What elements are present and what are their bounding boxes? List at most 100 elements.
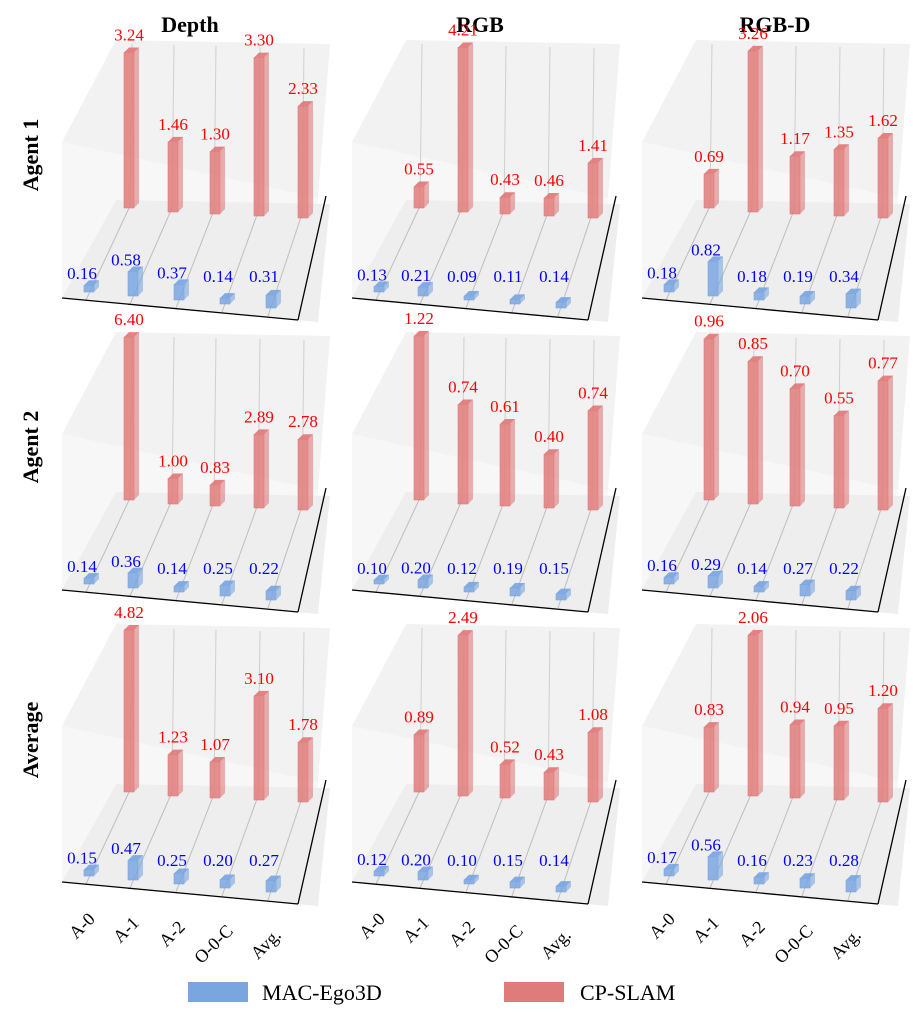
bar-mac-ego3d-o-0-c [509, 876, 525, 889]
bar-mac-ego3d-a-1-side [138, 567, 143, 588]
bar-mac-ego3d-a-0-front [373, 286, 385, 293]
bar-mac-ego3d-a-2-front [753, 585, 765, 593]
tick-label-o-0-c: O-0-C [190, 921, 237, 968]
bar-mac-ego3d-o-0-c-top [510, 582, 525, 588]
value-label-mac-ego3d: 0.14 [539, 851, 569, 870]
value-label-mac-ego3d: 0.12 [357, 850, 387, 869]
value-label-mac-ego3d: 0.20 [203, 851, 233, 870]
value-label-cp-slam: 2.78 [288, 412, 318, 431]
bar-cp-slam-a-0-top [704, 333, 719, 339]
depth-axis [297, 195, 327, 321]
bar-mac-ego3d-o-0-c-side [810, 579, 815, 596]
bar-cp-slam-a-2-top [500, 192, 515, 198]
bar-mac-ego3d-a-2-front [463, 295, 475, 301]
tick-label-a-1: A-1 [109, 913, 143, 947]
bar-cp-slam-o-0-c [833, 144, 849, 217]
value-label-mac-ego3d: 0.19 [783, 267, 813, 286]
bar-cp-slam-o-0-c-front [253, 57, 265, 217]
bar-cp-slam-a-1-side [758, 356, 763, 504]
bar-cp-slam-a-2-top [210, 757, 225, 763]
row-title-agent-1: Agent 1 [18, 119, 43, 192]
bar-cp-slam-a-1-front [457, 404, 469, 505]
tick-label-a-1: A-1 [689, 913, 723, 947]
bar-cp-slam-o-0-c-side [264, 429, 269, 508]
bar-cp-slam-avg-side [888, 703, 893, 802]
bar-mac-ego3d-o-0-c-front [509, 881, 521, 889]
bar-mac-ego3d-a-2 [173, 279, 189, 301]
value-label-cp-slam: 0.70 [780, 361, 810, 380]
bar-mac-ego3d-a-1-top [708, 570, 723, 576]
panel-agent-1-depth: 3.24 1.46 1.30 3.30 2.33 0.16 0.58 0.37 0.14 0.31 [61, 25, 330, 322]
legend-swatch-cp-slam [504, 982, 564, 1002]
bar-mac-ego3d-o-0-c [509, 294, 525, 305]
bar-mac-ego3d-o-0-c-side [810, 873, 815, 888]
value-label-cp-slam: 1.22 [404, 309, 434, 328]
bar-cp-slam-avg-side [598, 157, 603, 218]
value-label-cp-slam: 0.69 [694, 147, 724, 166]
bar-cp-slam-o-0-c-side [264, 52, 269, 216]
value-label-mac-ego3d: 0.82 [691, 240, 721, 259]
bar-mac-ego3d-a-1 [127, 567, 143, 589]
bar-mac-ego3d-avg [555, 297, 571, 309]
bar-cp-slam-avg-top [588, 157, 603, 163]
value-label-cp-slam: 1.17 [780, 129, 810, 148]
bar-mac-ego3d-a-2-side [474, 581, 479, 592]
value-label-cp-slam: 3.10 [244, 669, 274, 688]
bar-mac-ego3d-a-1-top [128, 567, 143, 573]
value-label-cp-slam: 3.30 [244, 31, 274, 50]
bar-mac-ego3d-a-0 [83, 573, 99, 585]
bar-mac-ego3d-a-0 [83, 864, 99, 877]
value-label-mac-ego3d: 0.09 [447, 267, 477, 286]
value-label-mac-ego3d: 0.27 [783, 559, 813, 578]
bar-cp-slam-a-1 [457, 42, 473, 213]
value-label-cp-slam: 1.78 [288, 715, 318, 734]
bar-cp-slam-avg-top [298, 434, 313, 440]
bar-mac-ego3d-a-1-top [418, 574, 433, 580]
bar-cp-slam-a-1 [457, 399, 473, 505]
x-axis [351, 297, 589, 321]
bar-mac-ego3d-o-0-c-front [799, 877, 811, 889]
value-label-mac-ego3d: 0.22 [829, 559, 859, 578]
bar-cp-slam-avg [877, 375, 893, 511]
bar-cp-slam-a-0-front [703, 338, 715, 501]
bar-mac-ego3d-a-2-front [173, 873, 185, 885]
bar-mac-ego3d-a-1-front [127, 572, 139, 589]
bar-mac-ego3d-o-0-c-side [230, 293, 235, 304]
bar-cp-slam-a-0-front [413, 734, 425, 793]
bar-mac-ego3d-a-0-front [663, 576, 675, 585]
bar-mac-ego3d-a-2-top [174, 581, 189, 587]
depth-axis [877, 779, 907, 905]
value-label-cp-slam: 2.49 [448, 608, 478, 627]
bar-cp-slam-o-0-c-front [833, 148, 845, 217]
tick-label-o-0-c: O-0-C [770, 921, 817, 968]
bar-cp-slam-a-0-front [413, 335, 425, 501]
value-label-mac-ego3d: 0.14 [203, 267, 233, 286]
bar-mac-ego3d-o-0-c [509, 582, 525, 597]
bar-mac-ego3d-a-0-top [84, 280, 99, 286]
tick-label-a-0: A-0 [355, 909, 389, 943]
bar-mac-ego3d-a-0-front [83, 869, 95, 877]
bar-cp-slam-a-1 [747, 630, 763, 797]
x-axis [61, 881, 299, 905]
bar-mac-ego3d-a-0-top [84, 864, 99, 870]
bar-cp-slam-a-2-front [499, 764, 511, 799]
value-label-cp-slam: 1.00 [158, 452, 188, 471]
bar-mac-ego3d-a-1-front [127, 859, 139, 881]
bar-mac-ego3d-avg-top [266, 289, 281, 295]
tick-label-avg: Avg. [247, 925, 285, 963]
bar-mac-ego3d-a-2 [463, 291, 479, 301]
bar-mac-ego3d-o-0-c-front [219, 297, 231, 305]
bar-cp-slam-o-0-c-side [554, 193, 559, 216]
bar-cp-slam-a-2-top [790, 383, 805, 389]
bar-cp-slam-o-0-c-side [554, 767, 559, 800]
bar-cp-slam-a-0 [123, 332, 139, 501]
bar-cp-slam-a-0-top [414, 729, 429, 735]
row-title-average: Average [18, 701, 43, 778]
bar-mac-ego3d-a-1-side [718, 256, 723, 296]
bar-cp-slam-o-0-c [253, 52, 269, 217]
bar-mac-ego3d-a-1-top [708, 851, 723, 857]
bar-cp-slam-o-0-c-top [254, 52, 269, 58]
bar-mac-ego3d-avg [845, 288, 861, 309]
bar-mac-ego3d-a-0 [373, 574, 389, 585]
